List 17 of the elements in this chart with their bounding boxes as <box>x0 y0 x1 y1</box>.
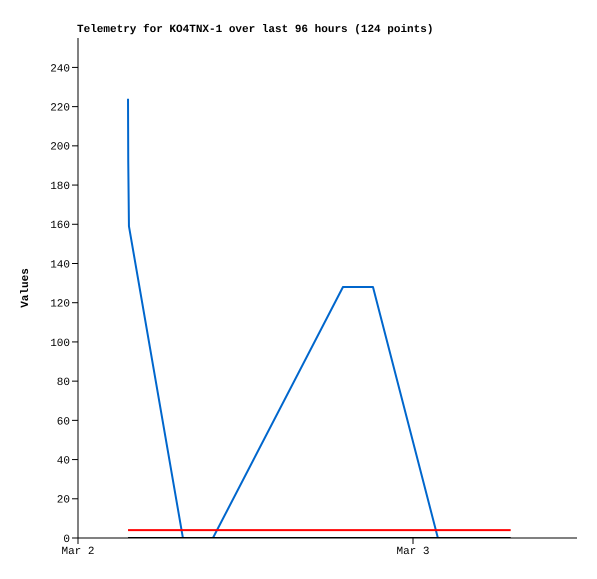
y-tick-label: 20 <box>56 494 70 507</box>
y-tick-label: 100 <box>50 338 70 350</box>
y-tick-label: 60 <box>56 416 70 428</box>
y-tick-label: 40 <box>56 455 70 468</box>
y-tick-label: 80 <box>56 377 70 390</box>
y-tick-label: 220 <box>50 102 70 115</box>
x-tick-label: Mar 3 <box>396 546 430 558</box>
y-tick-label: 160 <box>50 220 70 232</box>
x-tick-label: Mar 2 <box>61 546 95 558</box>
y-tick-label: 240 <box>50 63 70 76</box>
y-axis-title: Values <box>20 268 32 308</box>
y-tick-label: 140 <box>50 259 70 272</box>
chart-title: Telemetry for KO4TNX-1 over last 96 hours (124 points) <box>77 24 434 36</box>
y-tick-label: 180 <box>50 180 70 193</box>
y-tick-label: 120 <box>50 298 70 311</box>
y-tick-label: 200 <box>50 142 70 154</box>
y-tick-label: 0 <box>63 534 70 546</box>
